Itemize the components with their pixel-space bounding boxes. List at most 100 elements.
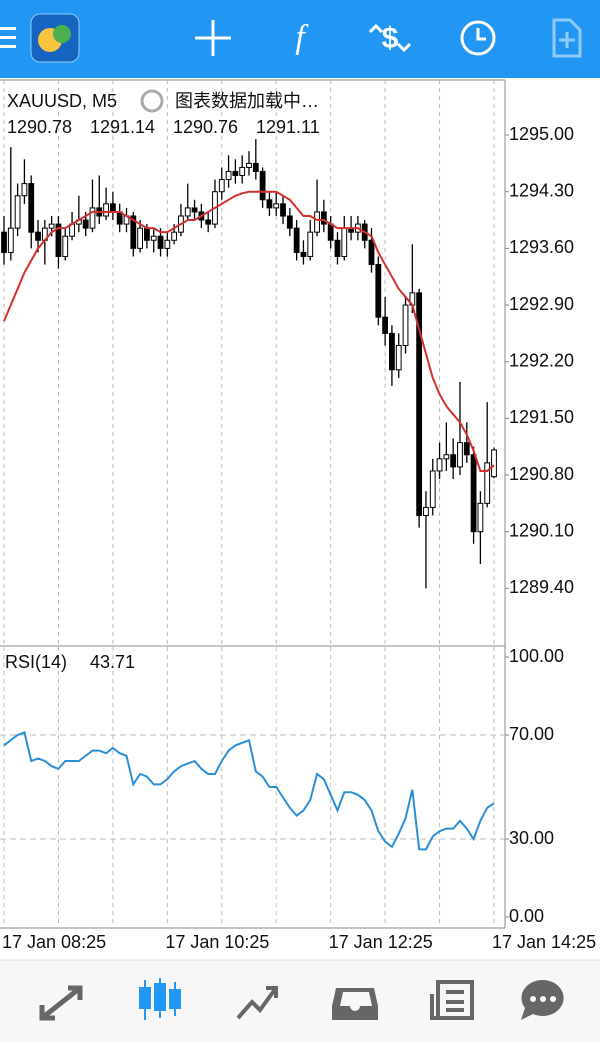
candle-body [266,199,273,209]
candle-body [191,207,198,213]
candle-body [429,470,436,508]
candle-body [320,211,327,225]
candle-body [436,458,443,472]
ohlc-low: 1290.76 [173,117,238,137]
y-tick-label: 30.00 [509,828,554,848]
y-tick-label: 1292.20 [509,350,574,370]
candle-body [416,292,423,516]
menu-button[interactable] [0,27,16,48]
x-tick-label: 17 Jan 10:25 [165,932,269,952]
candle-body [300,251,307,257]
x-tick-label: 17 Jan 08:25 [2,932,106,952]
quotes-tab[interactable] [39,985,83,1021]
candle-body [150,235,157,241]
candle-body [164,239,171,249]
bottom-bar [0,960,600,1042]
rsi-title: RSI(14) [5,652,67,672]
candle-body [252,162,259,172]
candle-body [327,223,334,241]
trade-tab[interactable] [236,986,278,1020]
trade-button[interactable]: $ [382,22,399,55]
chart-tab[interactable] [139,978,181,1020]
top-bar [0,0,600,78]
candle-body [470,454,477,533]
candle-body [130,215,137,249]
crosshair-button[interactable] [195,20,231,56]
candle-body [341,227,348,257]
news-tab[interactable] [430,980,474,1020]
rsi-line [3,731,495,851]
candle-body [334,239,341,257]
rsi-value: 43.71 [90,652,135,672]
candle-body [218,179,225,193]
candle-body [144,227,150,241]
y-tick-label: 70.00 [509,724,554,744]
candle-body [484,462,491,504]
status: 图表数据加载中… [175,91,319,111]
x-tick-label: 17 Jan 14:25 [492,932,596,952]
candle-body [109,203,116,213]
timeframe-button[interactable] [460,20,496,56]
new-order-button[interactable] [552,18,582,58]
y-tick-label: 1289.40 [509,577,574,597]
candle-body [402,304,409,347]
chart-title: XAUUSD, M5 [7,91,117,111]
candle-body [259,170,266,201]
candle-body [171,231,178,241]
history-tab[interactable] [332,988,378,1020]
loading-spinner [140,89,164,113]
candle-body [477,502,484,533]
x-tick-label: 17 Jan 12:25 [329,932,433,952]
candle-body [307,231,314,257]
candle-body [491,449,497,478]
candle-body [368,239,375,266]
candle-body [137,227,144,249]
candle-body [232,170,239,177]
candle-body [21,183,28,197]
candle-body [89,207,96,229]
y-tick-label: 100.00 [509,646,564,666]
y-tick-label: 1291.50 [509,407,574,427]
candle-body [55,223,62,257]
ohlc-high: 1291.14 [90,117,155,137]
y-tick-label: 1294.30 [509,180,574,200]
candle-body [382,316,389,334]
trade-arrows [368,23,412,53]
candle-body [48,223,55,229]
candle-body [314,211,320,233]
candle-body [286,215,293,229]
y-tick-label: 1293.60 [509,237,574,257]
candle-body [246,162,252,168]
candle-body [293,227,300,253]
candle-body [389,332,395,371]
candle-body [239,166,246,177]
candle-body [225,170,232,181]
candle-body [1,231,7,253]
candle-body [82,219,89,229]
moving-average [3,190,495,472]
candle-body [205,219,212,225]
y-tick-label: 1290.10 [509,520,574,540]
y-tick-label: 1292.90 [509,294,574,314]
candle-body [375,264,382,318]
candle-body [280,203,286,217]
candle-body [443,454,450,460]
candle-body [14,195,21,229]
ohlc-close: 1291.11 [256,117,320,137]
app-icon[interactable] [30,13,80,63]
candle-body [7,227,14,253]
candle-body [457,442,463,468]
candle-body [423,506,429,516]
chat-tab[interactable] [521,979,564,1020]
candle-body [103,203,109,217]
candle-body [62,235,69,257]
y-tick-label: 0.00 [509,906,544,926]
candle-body [35,231,41,241]
candle-body [28,183,35,233]
candle-body [395,345,402,371]
candle-body [463,442,470,456]
candle-body [157,235,164,249]
ohlc-open: 1290.78 [7,117,72,137]
